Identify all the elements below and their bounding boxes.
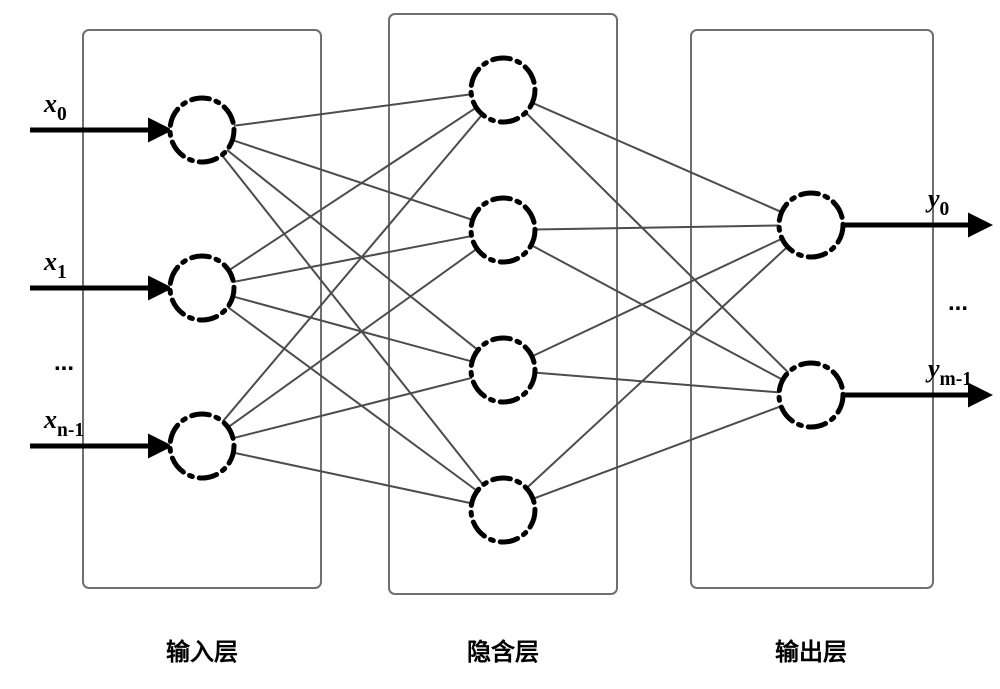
- hidden-node-3: [471, 478, 535, 542]
- edge: [532, 239, 782, 357]
- edge: [233, 378, 472, 438]
- output-node-0: [779, 193, 843, 257]
- input-var-label-1: x1: [43, 247, 67, 283]
- edge: [531, 245, 783, 380]
- edge: [535, 373, 779, 393]
- edge: [526, 113, 789, 373]
- edge: [234, 94, 472, 126]
- edge: [222, 155, 483, 485]
- output-box: [691, 30, 933, 588]
- edge: [233, 296, 472, 361]
- hidden-node-1: [471, 198, 535, 262]
- output-var-label-0: y0: [925, 184, 949, 220]
- input-node-0: [170, 98, 234, 162]
- input-node-2: [170, 414, 234, 478]
- input-var-label-2: xn-1: [43, 405, 84, 441]
- output-ellipsis: ...: [948, 289, 968, 316]
- nodes: [170, 58, 843, 542]
- edges: [222, 94, 788, 503]
- hidden-layer-label: 隐含层: [467, 638, 539, 666]
- edge: [229, 108, 477, 271]
- edge: [533, 406, 781, 499]
- hidden-node-0: [471, 58, 535, 122]
- edge: [228, 307, 477, 491]
- edge: [535, 226, 779, 230]
- input-node-1: [170, 256, 234, 320]
- input-ellipsis: ...: [54, 349, 74, 376]
- input-layer-label: 输入层: [166, 638, 238, 666]
- hidden-node-2: [471, 338, 535, 402]
- output-node-1: [779, 363, 843, 427]
- edge: [223, 114, 483, 421]
- output-layer-label: 输出层: [775, 638, 847, 666]
- edge: [232, 140, 472, 220]
- input-var-label-0: x0: [43, 89, 67, 125]
- edge: [532, 103, 781, 212]
